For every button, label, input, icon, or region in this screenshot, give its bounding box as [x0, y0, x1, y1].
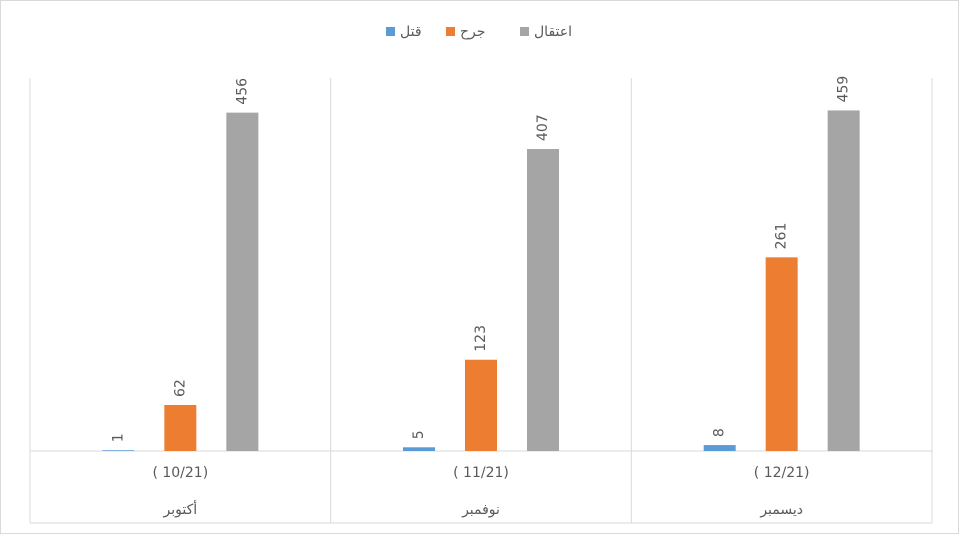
bar	[403, 447, 435, 451]
data-label: 407	[535, 114, 551, 141]
data-label: 459	[836, 76, 852, 103]
x-group-label: نوفمبر	[461, 502, 500, 518]
bar	[827, 110, 860, 451]
bar	[102, 450, 135, 451]
bar	[765, 257, 798, 451]
data-label: 123	[473, 325, 489, 352]
data-label: 62	[172, 379, 188, 397]
bar	[703, 445, 736, 451]
bar	[527, 149, 559, 452]
x-group-label: أكتوبر	[163, 500, 198, 518]
bar	[465, 359, 497, 451]
x-group-label: ديسمبر	[759, 502, 803, 518]
data-label: 456	[234, 78, 250, 105]
legend-swatch	[386, 27, 395, 36]
legend-swatch	[520, 27, 529, 36]
x-tick-label: ( 11/21)	[453, 465, 509, 481]
data-label: 5	[411, 430, 427, 439]
data-label: 1	[110, 433, 126, 442]
x-tick-label: ( 12/21)	[754, 465, 810, 481]
x-tick-label: ( 10/21)	[152, 465, 208, 481]
data-label: 8	[712, 428, 728, 437]
legend-label: جرح	[460, 24, 485, 40]
legend-label: اعتقال	[534, 24, 572, 40]
legend-swatch	[446, 27, 455, 36]
bar	[226, 112, 259, 451]
bar	[164, 404, 197, 451]
data-label: 261	[774, 223, 790, 250]
legend-label: قتل	[400, 24, 422, 40]
